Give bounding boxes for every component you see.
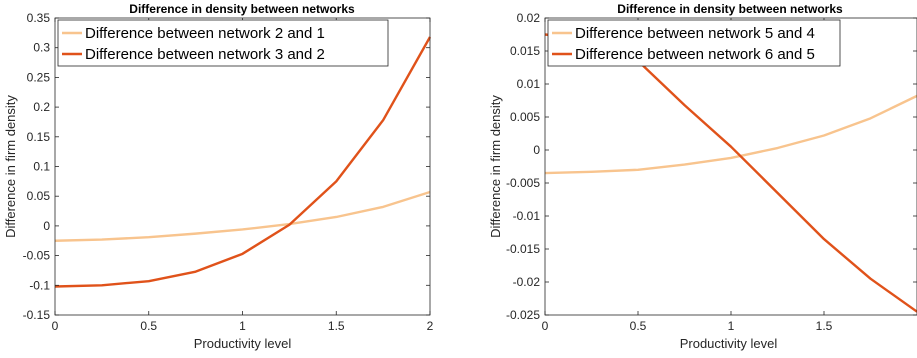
chart-panel-2: Difference in density between networks -0…: [488, 2, 917, 351]
x-tick-label: 1: [728, 319, 735, 333]
y-tick-label: -0.015: [506, 242, 540, 256]
x-tick-label: 0: [542, 319, 549, 333]
x-tick-label: 2: [427, 319, 434, 333]
y-tick-label: 0.05: [27, 189, 51, 203]
y-tick-label: -0.15: [23, 308, 51, 322]
series-line-1: [544, 94, 917, 175]
y-tick-label: 0.02: [517, 11, 541, 25]
y-tick-label: 0.01: [517, 77, 541, 91]
legend-box: [57, 19, 389, 67]
chart-title: Difference in density between networks: [129, 2, 355, 16]
chart-title: Difference in density between networks: [617, 2, 843, 16]
y-axis-label: Difference in firm density: [488, 95, 503, 238]
x-axis-label: Productivity level: [194, 336, 292, 351]
y-tick-label: 0.015: [510, 44, 540, 58]
y-tick-label: -0.05: [23, 249, 51, 263]
y-tick-label: 0.005: [510, 110, 540, 124]
legend-box: [547, 19, 841, 67]
y-tick-label: -0.01: [513, 209, 541, 223]
y-tick-label: -0.025: [506, 308, 540, 322]
y-tick-label: 0.1: [33, 160, 50, 174]
y-tick-label: 0.15: [27, 130, 51, 144]
x-tick-label: 0.5: [140, 319, 157, 333]
legend-label-1: Difference between network 2 and 1: [85, 25, 325, 42]
y-tick-label: -0.02: [513, 275, 541, 289]
x-tick-label: 1: [239, 319, 246, 333]
y-tick-label: 0.35: [27, 11, 51, 25]
y-tick-label: -0.005: [506, 176, 540, 190]
legend-label-1: Difference between network 5 and 4: [575, 25, 815, 42]
y-tick-label: 0: [43, 219, 50, 233]
x-tick-label: 1.5: [816, 319, 833, 333]
legend-label-2: Difference between network 6 and 5: [575, 46, 815, 63]
series-line-1: [54, 190, 431, 242]
legend-label-2: Difference between network 3 and 2: [85, 46, 325, 63]
series-line-2: [544, 33, 917, 313]
legend: Difference between network 2 and 1 Differ…: [57, 19, 389, 67]
x-axis-label: Productivity level: [680, 336, 778, 351]
x-tick-label: 0.5: [630, 319, 647, 333]
x-tick-label: 1.5: [328, 319, 345, 333]
y-tick-label: 0: [533, 143, 540, 157]
y-tick-label: 0.2: [33, 100, 50, 114]
legend: Difference between network 5 and 4 Differ…: [547, 19, 841, 67]
series-line-2: [54, 36, 432, 288]
y-tick-label: 0.25: [27, 70, 51, 84]
y-tick-label: 0.3: [33, 41, 50, 55]
chart-panel-1: Difference in density between networks -0…: [3, 2, 434, 351]
x-tick-label: 0: [52, 319, 59, 333]
y-axis-label: Difference in firm density: [3, 95, 18, 238]
y-tick-label: -0.1: [29, 278, 50, 292]
